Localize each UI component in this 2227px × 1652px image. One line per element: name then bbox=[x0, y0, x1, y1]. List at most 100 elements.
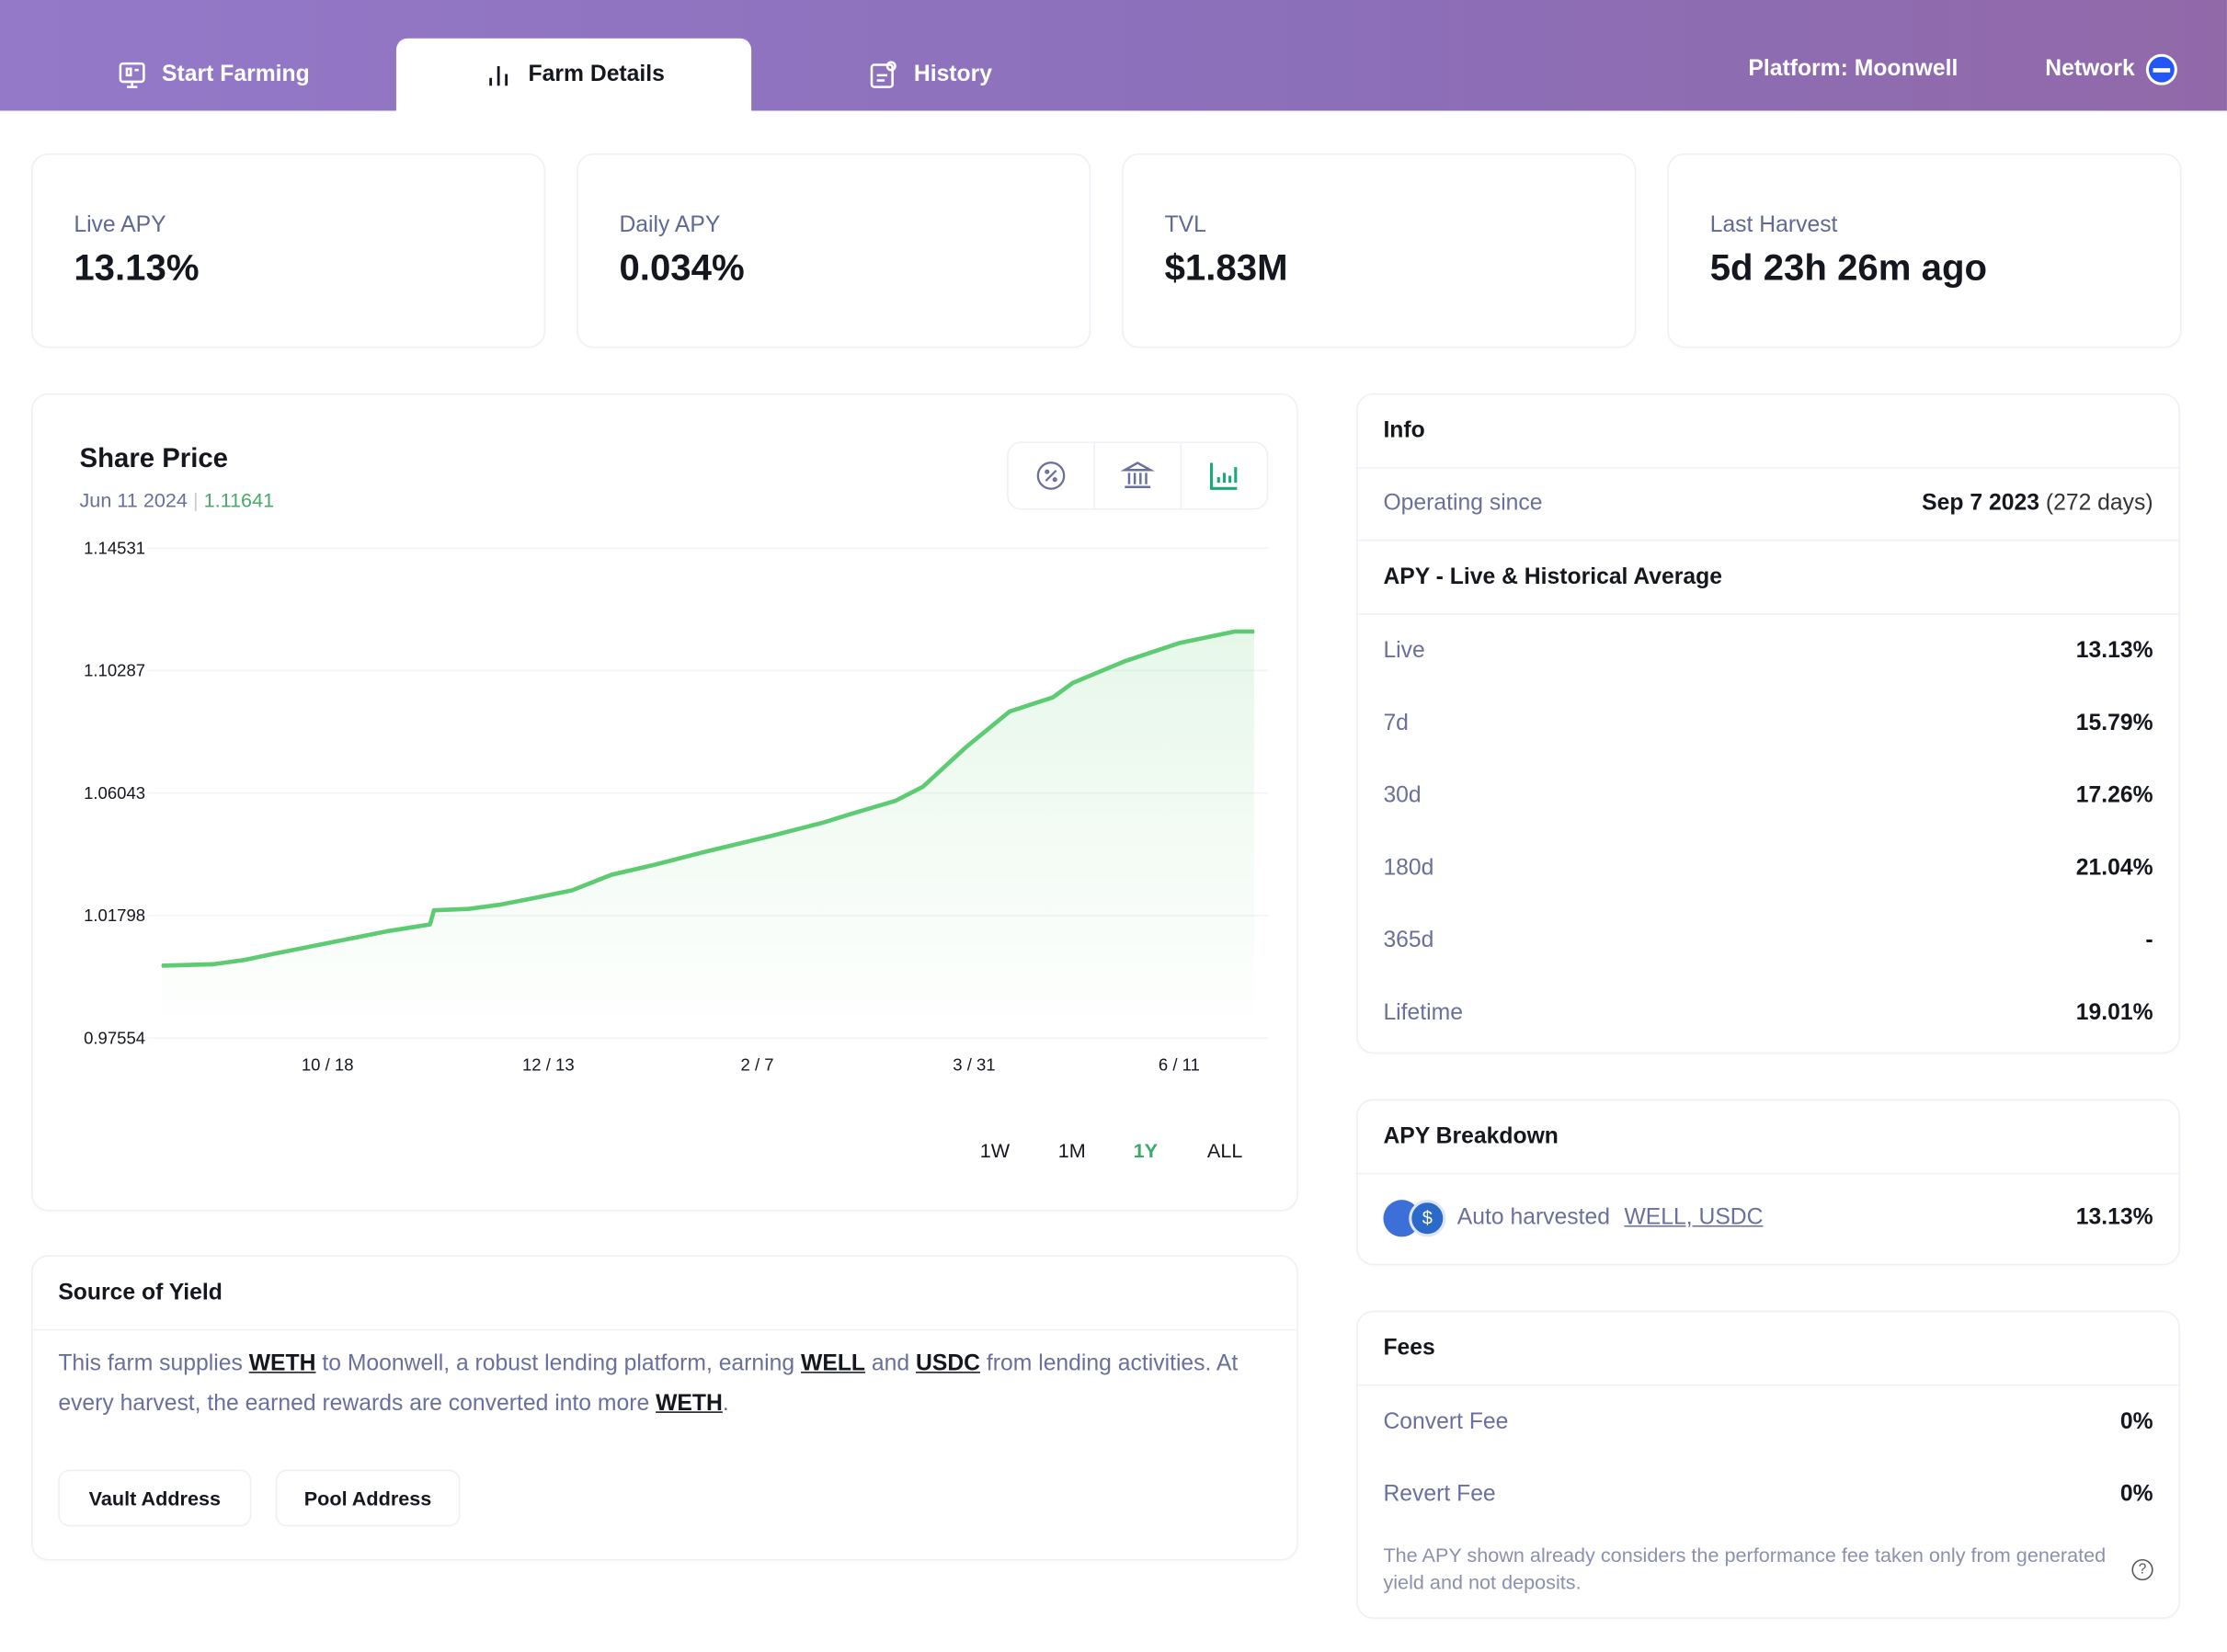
section-title: APY Breakdown bbox=[1357, 1100, 2179, 1175]
network-label: Network bbox=[2045, 56, 2135, 82]
row-label: 180d bbox=[1383, 855, 1434, 880]
apy-chart-button[interactable] bbox=[1009, 442, 1095, 508]
apy-row: 30d 17.26% bbox=[1358, 759, 2179, 832]
data-point bbox=[1123, 660, 1125, 663]
apy-row: Lifetime 19.01% bbox=[1358, 977, 2179, 1050]
stat-live-apy: Live APY 13.13% bbox=[30, 153, 546, 348]
row-label: Convert Fee bbox=[1383, 1409, 1509, 1434]
data-point bbox=[768, 836, 771, 837]
revert-fee-row: Revert Fee 0% bbox=[1358, 1458, 2179, 1531]
tab-history[interactable]: History bbox=[824, 39, 1037, 111]
token-icons: $ bbox=[1383, 1200, 1448, 1237]
weth-link[interactable]: WETH bbox=[656, 1391, 723, 1416]
row-label: Operating since bbox=[1383, 491, 1543, 516]
operating-since-row: Operating since Sep 7 2023 (272 days) bbox=[1357, 469, 2179, 541]
chart-title: Share Price bbox=[79, 444, 229, 474]
tab-farm-details[interactable]: Farm Details bbox=[395, 38, 752, 111]
data-point bbox=[823, 821, 826, 824]
data-point bbox=[271, 953, 273, 955]
data-point bbox=[654, 863, 656, 866]
data-point bbox=[212, 963, 214, 965]
y-tick-label: 1.01798 bbox=[84, 906, 145, 925]
usdc-link[interactable]: USDC bbox=[916, 1351, 981, 1376]
row-value: 19.01% bbox=[2075, 1000, 2153, 1025]
stat-value: 5d 23h 26m ago bbox=[1709, 245, 1988, 289]
text: This farm supplies bbox=[58, 1351, 249, 1376]
row-value: 17.26% bbox=[2075, 782, 2153, 808]
x-tick-label: 12 / 13 bbox=[522, 1055, 575, 1075]
convert-fee-row: Convert Fee 0% bbox=[1358, 1386, 2179, 1459]
stat-daily-apy: Daily APY 0.034% bbox=[577, 153, 1091, 348]
data-point bbox=[851, 813, 853, 815]
row-label: Revert Fee bbox=[1383, 1481, 1496, 1507]
apy-row: Live 13.13% bbox=[1358, 615, 2179, 688]
platform-label: Platform: Moonwell bbox=[1748, 56, 1959, 82]
x-tick-label: 10 / 18 bbox=[302, 1055, 354, 1075]
info-card: Info Operating since Sep 7 2023 (272 days… bbox=[1356, 393, 2180, 1054]
share-price-chart[interactable]: 1.14531 1.10287 1.06043 1.01798 0.97554 10 / … bbox=[33, 394, 1300, 1104]
data-point bbox=[385, 930, 388, 932]
network-selector[interactable]: Network bbox=[2045, 53, 2178, 85]
data-point bbox=[428, 923, 431, 926]
reward-tokens-link[interactable]: WELL, USDC bbox=[1624, 1205, 1764, 1230]
fees-card: Fees Convert Fee 0% Revert Fee 0% The APY … bbox=[1356, 1310, 2180, 1619]
bar-chart-icon bbox=[1209, 462, 1238, 490]
row-value: 21.04% bbox=[2075, 855, 2153, 880]
data-point bbox=[433, 909, 435, 911]
bar-chart-icon bbox=[489, 65, 508, 85]
data-point bbox=[709, 849, 711, 851]
tab-label: Start Farming bbox=[162, 62, 310, 86]
range-1m[interactable]: 1M bbox=[1057, 1138, 1086, 1162]
data-point bbox=[1253, 631, 1255, 632]
hover-value: 1.11641 bbox=[203, 488, 275, 512]
row-value: 0% bbox=[2119, 1481, 2153, 1507]
source-description: This farm supplies WETH to Moonwell, a r… bbox=[33, 1330, 1297, 1424]
pool-address-button[interactable]: Pool Address bbox=[275, 1469, 461, 1527]
range-1w[interactable]: 1W bbox=[979, 1138, 1011, 1162]
hover-date: Jun 11 2024 bbox=[79, 488, 188, 512]
data-point bbox=[342, 939, 345, 941]
row-label: 7d bbox=[1383, 711, 1409, 735]
range-1y[interactable]: 1Y bbox=[1133, 1138, 1159, 1162]
tab-label: Farm Details bbox=[528, 62, 665, 86]
monitor-icon bbox=[119, 62, 145, 88]
well-link[interactable]: WELL bbox=[801, 1351, 866, 1376]
tvl-chart-button[interactable] bbox=[1095, 442, 1182, 508]
help-icon[interactable]: ? bbox=[2131, 1558, 2153, 1580]
fee-note: The APY shown already considers the perf… bbox=[1383, 1543, 2107, 1594]
percent-icon bbox=[1036, 461, 1066, 490]
tab-start-farming[interactable]: Start Farming bbox=[86, 39, 341, 111]
history-icon bbox=[871, 60, 897, 88]
apy-row: 7d 15.79% bbox=[1358, 688, 2179, 760]
stat-label: TVL bbox=[1164, 212, 1206, 237]
weth-link[interactable]: WETH bbox=[248, 1351, 316, 1376]
range-all[interactable]: ALL bbox=[1206, 1138, 1243, 1162]
y-tick-label: 1.06043 bbox=[84, 783, 145, 803]
network-icon bbox=[2146, 53, 2178, 85]
row-value: 13.13% bbox=[2075, 638, 2153, 663]
row-label: 365d bbox=[1383, 928, 1434, 952]
row-value: 15.79% bbox=[2075, 711, 2153, 735]
data-point bbox=[611, 873, 612, 876]
data-point bbox=[921, 786, 924, 788]
data-point bbox=[1071, 682, 1074, 684]
x-tick-label: 2 / 7 bbox=[741, 1055, 774, 1075]
share-price-chart-button[interactable] bbox=[1182, 443, 1267, 508]
data-point bbox=[571, 889, 573, 892]
stat-label: Last Harvest bbox=[1709, 212, 1838, 237]
x-tick-label: 3 / 31 bbox=[953, 1055, 995, 1075]
data-point bbox=[1009, 711, 1011, 712]
data-point bbox=[244, 959, 246, 961]
breakdown-value: 13.13% bbox=[2075, 1205, 2153, 1230]
operating-date: Sep 7 2023 bbox=[1922, 491, 2039, 516]
vault-address-button[interactable]: Vault Address bbox=[58, 1469, 252, 1527]
apy-breakdown-card: APY Breakdown $ Auto harvested WELL, USD… bbox=[1356, 1099, 2180, 1266]
stat-label: Daily APY bbox=[619, 212, 721, 237]
area-fill bbox=[162, 631, 1254, 1039]
top-nav: Start Farming Farm Details History Platf… bbox=[0, 0, 2227, 111]
row-label: Live bbox=[1383, 638, 1425, 663]
tab-label: History bbox=[913, 62, 992, 86]
stat-last-harvest: Last Harvest 5d 23h 26m ago bbox=[1667, 153, 2182, 348]
apy-row: 365d - bbox=[1358, 905, 2179, 977]
stat-value: 0.034% bbox=[619, 245, 745, 289]
